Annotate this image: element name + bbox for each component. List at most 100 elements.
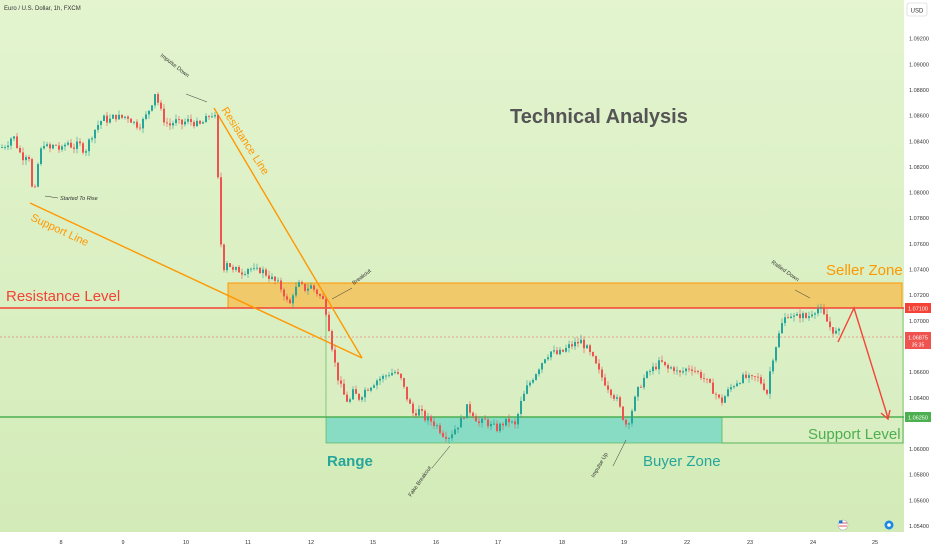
price-tick-label: 1.07800 <box>909 216 929 222</box>
candle-body <box>730 387 732 390</box>
candle-body <box>601 369 603 378</box>
candle-body <box>4 147 6 148</box>
candle-body <box>241 272 243 275</box>
candle-body <box>25 157 27 161</box>
candle-body <box>301 282 303 284</box>
candle-body <box>454 429 456 435</box>
candle-body <box>130 118 132 123</box>
candle-body <box>631 410 633 424</box>
candle-body <box>193 122 195 127</box>
settings-icon[interactable] <box>884 520 894 530</box>
candle-body <box>646 371 648 378</box>
candle-body <box>376 380 378 386</box>
support-level-label: Support Level <box>808 426 901 443</box>
candle-body <box>253 268 255 270</box>
candle-body <box>433 421 435 426</box>
candle-body <box>187 119 189 122</box>
candle-body <box>85 151 87 153</box>
candle-body <box>466 404 468 419</box>
candle-body <box>319 294 321 296</box>
candle-body <box>31 159 33 187</box>
candle-body <box>508 418 510 423</box>
candle-body <box>517 413 519 425</box>
candle-body <box>628 423 630 425</box>
candle-body <box>373 385 375 388</box>
candle-body <box>835 330 837 334</box>
flag-icon[interactable] <box>837 519 849 531</box>
candle-body <box>529 382 531 386</box>
candle-body <box>1 147 3 148</box>
price-scale[interactable] <box>904 0 932 550</box>
candle-body <box>643 377 645 388</box>
time-tick-label: 11 <box>245 540 251 546</box>
time-tick-label: 24 <box>810 540 816 546</box>
candle-body <box>784 317 786 324</box>
candle-body <box>190 119 192 123</box>
candle-body <box>127 116 129 119</box>
candle-body <box>679 370 681 373</box>
candle-body <box>523 393 525 401</box>
rallied-down-arrow <box>794 289 811 299</box>
candle-body <box>574 341 576 347</box>
candle-body <box>295 286 297 296</box>
time-tick-label: 23 <box>747 540 753 546</box>
candle-body <box>748 375 750 378</box>
candle-body <box>7 145 9 148</box>
candle-body <box>610 389 612 396</box>
candle-body <box>229 263 231 267</box>
candle-body <box>217 115 219 178</box>
candle-body <box>73 147 75 149</box>
candle-body <box>235 266 237 270</box>
candle-body <box>727 389 729 397</box>
candle-body <box>553 350 555 352</box>
candle-body <box>271 276 273 279</box>
candle-body <box>118 114 120 120</box>
candle-body <box>829 321 831 328</box>
candle-body <box>421 409 423 411</box>
started-to-rise-label: Started To Rise <box>60 196 98 202</box>
candle-body <box>430 416 432 422</box>
candle-body <box>820 308 822 309</box>
candle-body <box>592 351 594 357</box>
candle-body <box>322 295 324 300</box>
candle-body <box>544 359 546 364</box>
plot-area[interactable] <box>0 0 904 532</box>
candle-body <box>457 427 459 430</box>
time-tick-label: 12 <box>308 540 314 546</box>
candle-body <box>262 269 264 274</box>
price-tick-label: 1.06600 <box>909 370 929 376</box>
range-label: Range <box>327 453 373 470</box>
candle-body <box>232 266 234 270</box>
candle-body <box>361 397 363 400</box>
candle-body <box>664 361 666 366</box>
candle-body <box>577 341 579 344</box>
price-tick-label: 1.08800 <box>909 88 929 94</box>
candle-body <box>142 118 144 129</box>
price-axis-labels: 1.09200 1.09000 1.08800 1.08600 1.08400 1.082… <box>909 37 929 530</box>
candle-body <box>565 347 567 352</box>
candle-body <box>751 375 753 377</box>
candle-body <box>691 369 693 371</box>
candle-body <box>571 344 573 347</box>
candle-body <box>778 333 780 348</box>
candle-body <box>619 397 621 407</box>
candle-body <box>448 438 450 439</box>
candle-body <box>808 316 810 318</box>
candle-body <box>220 177 222 245</box>
candle-body <box>607 385 609 390</box>
currency-badge[interactable] <box>906 2 928 17</box>
candle-body <box>202 122 204 124</box>
candle-body <box>196 120 198 127</box>
price-tick-label: 1.05800 <box>909 473 929 479</box>
support-price-tag-label: 1.06250 <box>908 416 928 422</box>
candle-body <box>481 418 483 423</box>
candle-body <box>268 275 270 279</box>
candle-body <box>67 142 69 145</box>
candle-body <box>367 389 369 391</box>
time-tick-label: 8 <box>59 540 62 546</box>
candle-body <box>346 394 348 402</box>
candle-body <box>43 146 45 149</box>
candle-body <box>541 363 543 370</box>
time-scale[interactable] <box>0 532 904 550</box>
